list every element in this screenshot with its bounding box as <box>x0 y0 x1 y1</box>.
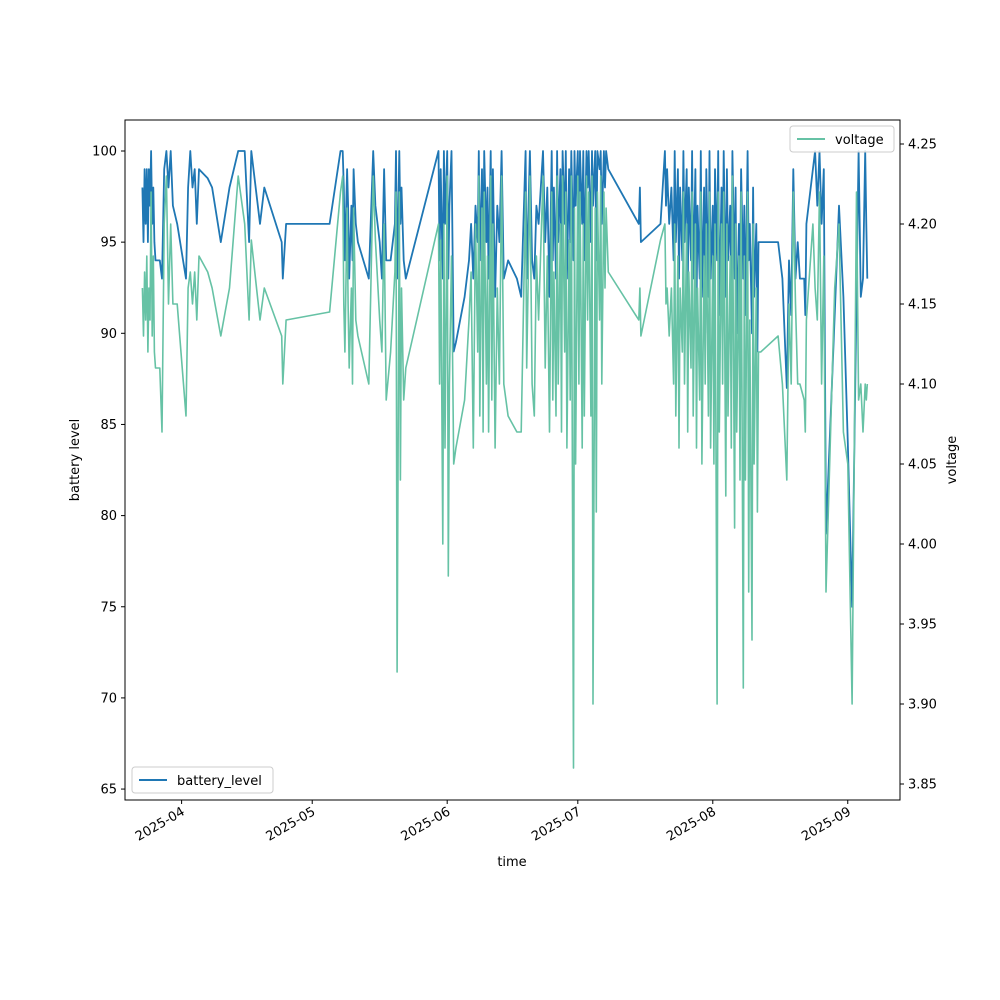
legend-box <box>131 766 274 794</box>
right-tick-label: 4.05 <box>908 458 937 473</box>
x-tick-label: 2025-07 <box>529 804 584 844</box>
left-tick-label: 75 <box>100 600 117 615</box>
left-axis-ticks: 65 70 75 80 85 90 95 100 <box>92 144 125 798</box>
plot-area <box>124 119 901 801</box>
left-tick-label: 100 <box>92 144 117 159</box>
left-tick-label: 95 <box>100 236 117 251</box>
x-tick-label: 2025-05 <box>264 804 319 844</box>
left-axis-label: battery level <box>68 419 83 502</box>
legend-label-battery-level: battery_level <box>177 774 262 789</box>
right-tick-label: 4.25 <box>908 138 937 153</box>
legend-box <box>789 125 895 153</box>
right-tick-label: 4.10 <box>908 378 937 393</box>
series-layer <box>141 150 869 769</box>
x-tick-label: 2025-09 <box>799 804 854 844</box>
left-tick-label: 85 <box>100 418 117 433</box>
x-tick-label: 2025-08 <box>664 804 719 844</box>
x-tick-label: 2025-06 <box>399 804 454 844</box>
legend-voltage: voltage <box>789 125 895 153</box>
legend-label-voltage: voltage <box>835 133 884 148</box>
x-tick-label: 2025-04 <box>133 804 188 844</box>
left-tick-label: 70 <box>100 691 117 706</box>
left-tick-label: 80 <box>100 509 117 524</box>
right-tick-label: 4.00 <box>908 538 937 553</box>
legend-battery-level: battery_level <box>131 766 274 794</box>
right-axis-label: voltage <box>945 436 960 485</box>
x-axis-label: time <box>497 855 526 870</box>
right-tick-label: 3.85 <box>908 778 937 793</box>
x-axis-ticks: 2025-04 2025-05 2025-06 2025-07 2025-08 2025-… <box>133 800 854 845</box>
left-tick-label: 65 <box>100 783 117 798</box>
right-axis-ticks: 3.85 3.90 3.95 4.00 4.05 4.10 4.15 4.20 4.25 <box>900 138 937 793</box>
right-tick-label: 4.15 <box>908 298 937 313</box>
series-line-voltage <box>141 175 869 769</box>
right-tick-label: 4.20 <box>908 218 937 233</box>
right-tick-label: 3.95 <box>908 618 937 633</box>
plot-frame <box>124 119 901 801</box>
right-tick-label: 3.90 <box>908 698 937 713</box>
left-tick-label: 90 <box>100 327 117 342</box>
